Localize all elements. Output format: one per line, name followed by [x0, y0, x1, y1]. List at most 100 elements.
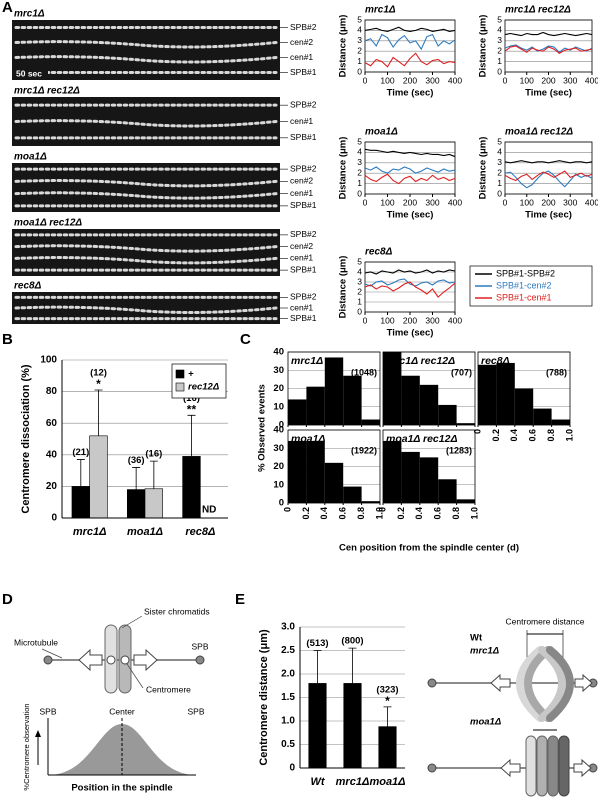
- y-tick-label: 60: [46, 418, 58, 429]
- x-tick-label: 0.4: [414, 507, 424, 520]
- bar: [71, 486, 90, 519]
- line: [364, 52, 456, 68]
- kymograph: [12, 163, 280, 212]
- x-tick-label: 300: [563, 197, 577, 207]
- force-arrow: [574, 673, 593, 693]
- plot-frame: [382, 429, 476, 504]
- y-tick-label: 4: [357, 25, 362, 35]
- bar: [182, 456, 201, 519]
- force-arrow: [573, 758, 592, 778]
- y-tick-label: 20: [46, 481, 58, 492]
- kymograph-label: cen#1: [290, 52, 313, 62]
- label: Center: [109, 706, 135, 716]
- x-tick-label: 400: [585, 197, 598, 207]
- bar: [438, 404, 457, 425]
- kymograph-title: mrc1Δ rec12Δ: [14, 86, 80, 97]
- spot-row: [14, 191, 278, 200]
- spot-row: [14, 305, 278, 314]
- kymograph-label: SPB#2: [290, 163, 317, 173]
- y-tick-label: 40: [273, 347, 284, 358]
- x-tick-label: 0: [363, 315, 368, 325]
- count-label: (1048): [351, 367, 377, 377]
- count-label: (707): [451, 367, 472, 377]
- bar: [306, 440, 325, 503]
- label: SPB: [191, 641, 208, 651]
- x-tick-label: 0: [377, 507, 387, 512]
- bar: [361, 419, 380, 425]
- y-tick-label: 2: [497, 167, 502, 177]
- x-tick-label: 0.2: [396, 507, 406, 520]
- kymograph-label: SPB#1: [290, 200, 317, 210]
- line: [364, 166, 456, 174]
- x-axis-label: Time (sec): [387, 328, 434, 339]
- kymograph-label: cen#2: [290, 241, 313, 251]
- chromatid: [516, 646, 544, 722]
- y-tick-label: 0: [279, 498, 284, 509]
- x-tick-label: 0.6: [528, 429, 538, 442]
- chart-title: mrc1Δ rec12Δ: [386, 355, 455, 367]
- chart-title: mrc1Δ: [291, 355, 323, 367]
- legend-label: SPB#1-cen#1: [496, 292, 552, 302]
- panel-label: D: [2, 591, 13, 608]
- label: Sister chromatids: [144, 606, 210, 616]
- error-bar: [313, 650, 322, 684]
- y-tick-label: 3: [497, 35, 502, 45]
- label: moa1Δ: [470, 717, 501, 728]
- y-axis-label: Distance (μm): [478, 137, 489, 200]
- y-tick-label: 1: [497, 178, 502, 188]
- chart-title: moa1Δ: [291, 433, 325, 445]
- error-bar: [348, 647, 357, 684]
- label: Centromere: [146, 684, 191, 694]
- x-tick-label: mrc1Δ: [73, 526, 107, 538]
- y-tick-label: 4: [357, 147, 362, 157]
- panel-label: A: [2, 0, 13, 16]
- centromere: [120, 655, 130, 665]
- bar: [324, 357, 344, 425]
- spot-row: [14, 55, 278, 64]
- bar: [89, 435, 108, 519]
- x-tick-label: 200: [403, 75, 417, 85]
- y-tick-label: 5: [357, 256, 362, 266]
- x-axis-label: Time (sec): [387, 88, 434, 99]
- chart-title: moa1Δ rec12Δ: [505, 127, 573, 138]
- chart-title: rec8Δ: [365, 247, 393, 258]
- y-tick-label: 2.0: [281, 669, 295, 680]
- y-tick-label: 10: [273, 479, 284, 490]
- y-tick-label: 0: [357, 306, 362, 316]
- x-tick-label: 200: [403, 197, 417, 207]
- x-tick-label: 200: [541, 197, 555, 207]
- kymograph-title: rec8Δ: [14, 281, 42, 292]
- y-tick-label: 3: [357, 35, 362, 45]
- n-label: (800): [341, 636, 363, 647]
- chart-title: rec8Δ: [481, 355, 510, 367]
- y-tick-label: 30: [273, 365, 284, 376]
- spb: [427, 678, 437, 688]
- x-axis-label: Time (sec): [387, 210, 434, 221]
- bar: [533, 408, 552, 425]
- x-tick-label: moa1Δ: [127, 526, 163, 538]
- bar: [438, 479, 457, 503]
- bar: [419, 457, 439, 503]
- x-tick-label: 400: [585, 75, 598, 85]
- y-tick-label: 1: [497, 56, 502, 66]
- force-arrow: [490, 673, 511, 693]
- line: [364, 278, 456, 287]
- spot-row: [14, 244, 278, 253]
- leader: [126, 663, 144, 689]
- line: [504, 170, 593, 189]
- chromatid: [536, 735, 548, 797]
- y-tick-label: 100: [40, 355, 57, 366]
- x-tick-label: moa1Δ: [369, 776, 405, 788]
- kymograph-label: SPB#1: [290, 313, 317, 323]
- chart-title: mrc1Δ: [365, 5, 396, 16]
- y-tick-label: 5: [497, 14, 502, 24]
- x-tick-label: 200: [403, 315, 417, 325]
- label: Wt: [470, 633, 483, 644]
- spot-row: [14, 119, 278, 128]
- line: [364, 33, 456, 51]
- n-label: (12): [90, 368, 107, 379]
- kymograph-label: SPB#2: [290, 229, 317, 239]
- legend-label: SPB#1-SPB#2: [496, 268, 555, 278]
- bar: [383, 352, 402, 425]
